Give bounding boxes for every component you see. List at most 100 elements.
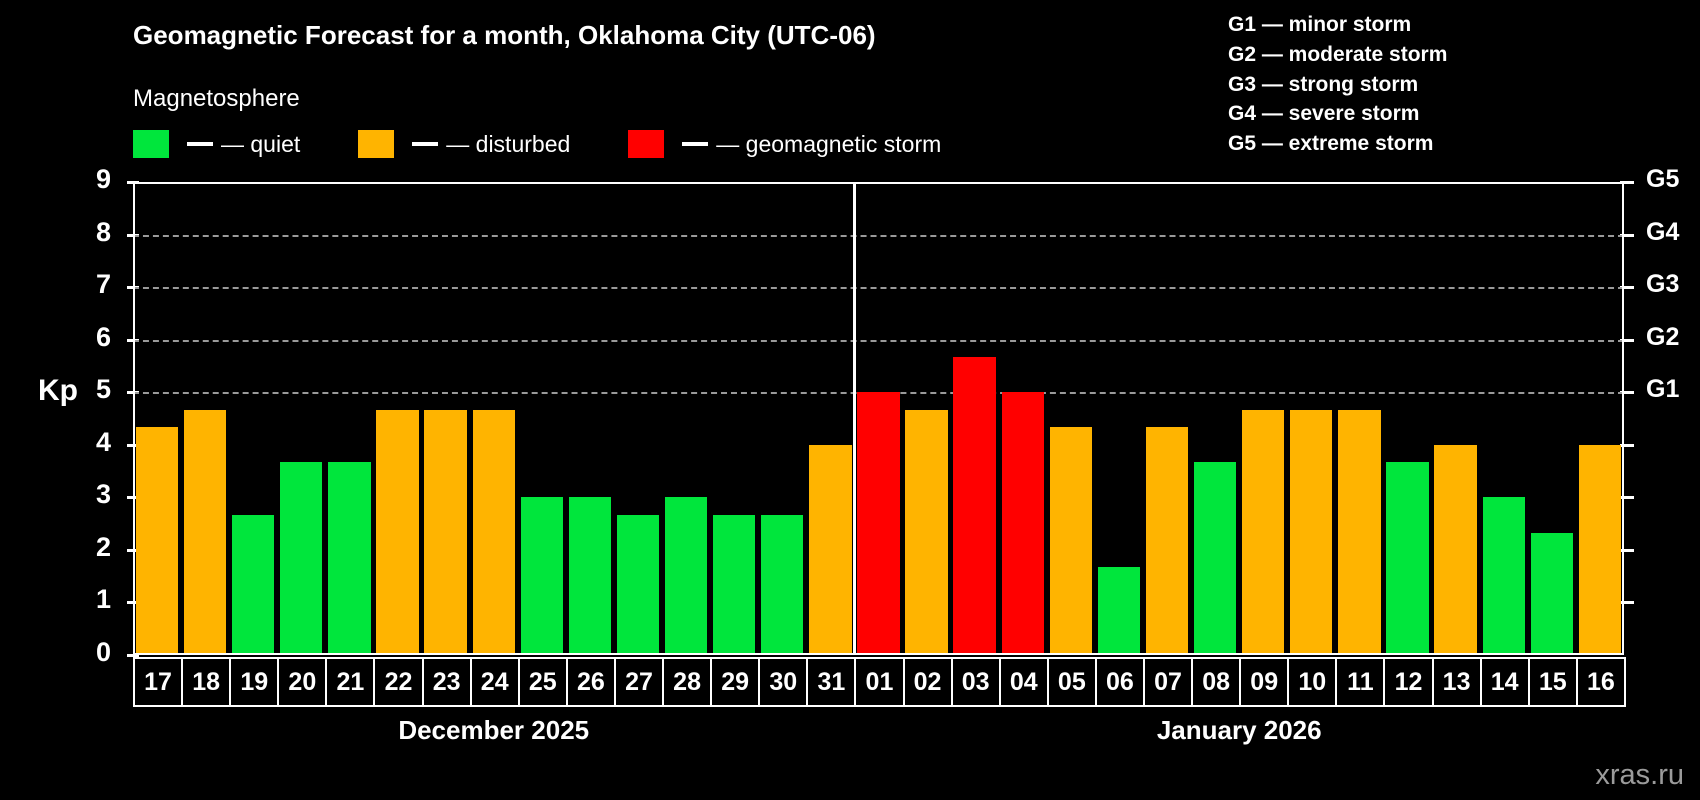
- bar-day-10[interactable]: [1290, 409, 1333, 655]
- day-label-cell[interactable]: 15: [1527, 657, 1578, 707]
- legend-label-disturbed: — disturbed: [446, 130, 571, 157]
- bar-day-18[interactable]: [183, 409, 227, 655]
- bar-day-19[interactable]: [232, 514, 275, 655]
- bar-day-17[interactable]: [135, 427, 179, 655]
- bar-slot[interactable]: [951, 182, 999, 655]
- bar-day-02[interactable]: [905, 409, 948, 655]
- bar-slot[interactable]: [133, 182, 181, 655]
- bar-slot[interactable]: [470, 182, 518, 655]
- bar-day-29[interactable]: [713, 514, 756, 655]
- day-axis: 17 18 19 20 21 22 23 24 25 26 27 28 29 30 31 01 02 03 04 05…: [133, 657, 1626, 707]
- bar-day-14[interactable]: [1482, 497, 1525, 655]
- bar-day-23[interactable]: [424, 409, 467, 655]
- day-label-cell[interactable]: 11: [1335, 657, 1386, 707]
- day-label-cell[interactable]: 12: [1383, 657, 1434, 707]
- bar-slot[interactable]: [854, 182, 902, 655]
- bar-day-09[interactable]: [1242, 409, 1285, 655]
- day-label-cell[interactable]: 09: [1239, 657, 1290, 707]
- bar-day-31[interactable]: [809, 444, 852, 655]
- bar-slot[interactable]: [518, 182, 566, 655]
- bar-slot[interactable]: [1143, 182, 1191, 655]
- bar-slot[interactable]: [1047, 182, 1095, 655]
- bar-day-06[interactable]: [1097, 567, 1141, 655]
- day-label-cell[interactable]: 29: [710, 657, 761, 707]
- day-label-cell[interactable]: 07: [1142, 657, 1194, 707]
- bar-day-16[interactable]: [1578, 444, 1622, 655]
- bar-day-13[interactable]: [1434, 444, 1477, 655]
- day-label-cell[interactable]: 03: [950, 657, 1001, 707]
- bar-slot[interactable]: [1287, 182, 1335, 655]
- bar-slot[interactable]: [277, 182, 325, 655]
- bar-slot[interactable]: [1528, 182, 1576, 655]
- bar-slot[interactable]: [903, 182, 951, 655]
- bar-day-07[interactable]: [1145, 427, 1189, 655]
- day-label-cell[interactable]: 24: [469, 657, 520, 707]
- bar-day-08[interactable]: [1193, 462, 1237, 655]
- bar-slot[interactable]: [1383, 182, 1431, 655]
- day-label-cell[interactable]: 25: [517, 657, 568, 707]
- g-scale-line-1: G1 — minor storm: [1228, 13, 1412, 36]
- bar-slot[interactable]: [710, 182, 758, 655]
- day-label-cell[interactable]: 27: [613, 657, 665, 707]
- plot-frame: [133, 182, 1624, 655]
- bar-slot[interactable]: [373, 182, 421, 655]
- bar-day-25[interactable]: [520, 497, 563, 655]
- day-label-cell[interactable]: 13: [1431, 657, 1482, 707]
- bar-slot[interactable]: [758, 182, 806, 655]
- day-label-cell[interactable]: 26: [565, 657, 616, 707]
- bar-day-22[interactable]: [376, 409, 419, 655]
- bar-day-03[interactable]: [953, 357, 996, 655]
- day-label-02: 02: [913, 667, 942, 696]
- day-label-cell[interactable]: 22: [373, 657, 424, 707]
- bar-day-20[interactable]: [280, 462, 323, 655]
- day-label-cell[interactable]: 16: [1575, 657, 1626, 707]
- bar-slot[interactable]: [1432, 182, 1480, 655]
- bar-slot[interactable]: [566, 182, 614, 655]
- day-label-cell[interactable]: 04: [998, 657, 1049, 707]
- day-label-cell[interactable]: 18: [181, 657, 232, 707]
- day-label-cell[interactable]: 21: [325, 657, 376, 707]
- day-label-cell[interactable]: 19: [229, 657, 280, 707]
- day-label-cell[interactable]: 31: [806, 657, 857, 707]
- bar-slot[interactable]: [662, 182, 710, 655]
- bar-day-12[interactable]: [1386, 462, 1429, 655]
- bar-day-15[interactable]: [1530, 532, 1573, 655]
- bar-day-27[interactable]: [616, 514, 660, 655]
- bar-slot[interactable]: [1191, 182, 1239, 655]
- bar-slot[interactable]: [181, 182, 229, 655]
- day-label-cell[interactable]: 30: [758, 657, 809, 707]
- day-label-cell[interactable]: 05: [1046, 657, 1097, 707]
- bar-slot[interactable]: [1239, 182, 1287, 655]
- bar-day-01[interactable]: [857, 392, 900, 655]
- bar-day-30[interactable]: [761, 514, 804, 655]
- day-label-cell[interactable]: 28: [662, 657, 713, 707]
- bar-day-26[interactable]: [568, 497, 612, 655]
- bar-slot[interactable]: [1095, 182, 1143, 655]
- bar-day-04[interactable]: [1001, 392, 1044, 655]
- day-label-08: 08: [1202, 667, 1231, 696]
- day-label-cell[interactable]: 20: [277, 657, 328, 707]
- day-label-cell[interactable]: 06: [1094, 657, 1145, 707]
- bar-slot[interactable]: [1576, 182, 1624, 655]
- bar-slot[interactable]: [999, 182, 1047, 655]
- bar-slot[interactable]: [1335, 182, 1383, 655]
- bar-day-21[interactable]: [328, 462, 371, 655]
- day-label-cell[interactable]: 01: [854, 657, 905, 707]
- bar-slot[interactable]: [325, 182, 373, 655]
- bar-slot[interactable]: [614, 182, 662, 655]
- day-label-cell[interactable]: 02: [902, 657, 953, 707]
- day-label-cell[interactable]: 17: [133, 657, 184, 707]
- bar-slot[interactable]: [1480, 182, 1528, 655]
- bar-slot[interactable]: [422, 182, 470, 655]
- day-label-cell[interactable]: 14: [1479, 657, 1530, 707]
- bar-slot[interactable]: [806, 182, 854, 655]
- bar-day-05[interactable]: [1049, 427, 1092, 655]
- bar-day-24[interactable]: [472, 409, 515, 655]
- day-label-cell[interactable]: 10: [1287, 657, 1338, 707]
- bar-day-11[interactable]: [1338, 409, 1381, 655]
- y-tick-label-3: 3: [95, 479, 111, 510]
- bar-day-28[interactable]: [664, 497, 708, 655]
- day-label-cell[interactable]: 08: [1191, 657, 1242, 707]
- day-label-cell[interactable]: 23: [421, 657, 472, 707]
- bar-slot[interactable]: [229, 182, 277, 655]
